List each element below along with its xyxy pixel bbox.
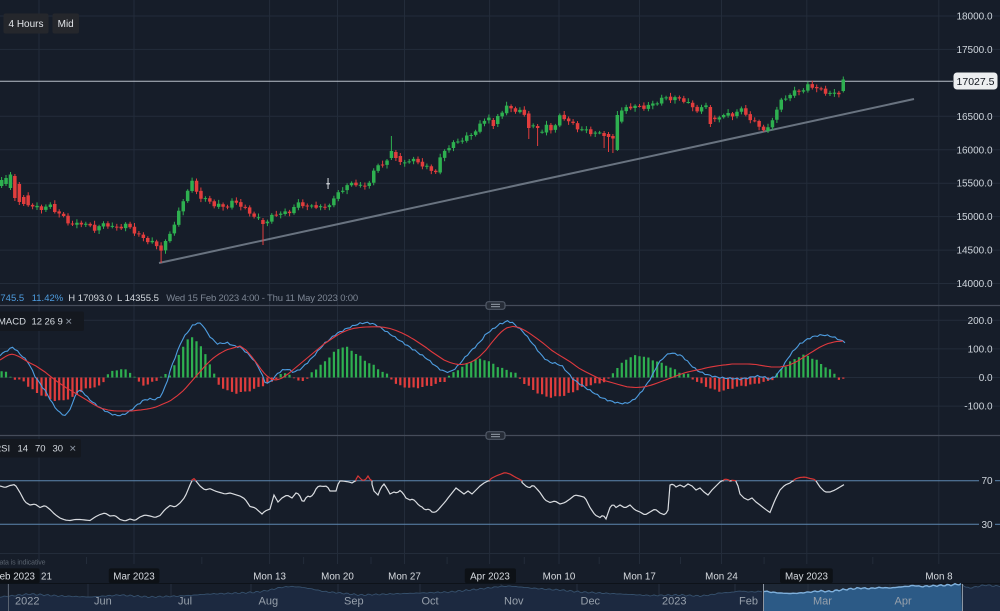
- svg-text:Mar: Mar: [813, 596, 832, 608]
- svg-text:Mon 24: Mon 24: [705, 571, 738, 582]
- svg-text:Mid: Mid: [58, 19, 74, 30]
- svg-text:Mon 8: Mon 8: [925, 571, 953, 582]
- svg-text:16745.5: 16745.5: [0, 293, 24, 304]
- svg-text:16500.0: 16500.0: [956, 112, 993, 123]
- svg-text:RSI: RSI: [0, 444, 10, 455]
- svg-text:70: 70: [35, 444, 46, 455]
- svg-text:70: 70: [981, 476, 993, 487]
- svg-text:L 14355.5: L 14355.5: [117, 293, 159, 304]
- svg-text:May 2023: May 2023: [785, 571, 829, 582]
- svg-text:Mon 13: Mon 13: [253, 571, 286, 582]
- svg-text:4 Hours: 4 Hours: [8, 19, 43, 30]
- svg-text:Wed 15 Feb 2023 4:00 - Thu 11: Wed 15 Feb 2023 4:00 - Thu 11 May 2023 0…: [166, 293, 358, 304]
- svg-text:Jul: Jul: [178, 596, 192, 608]
- svg-text:Oct: Oct: [422, 596, 439, 608]
- svg-text:17027.5: 17027.5: [957, 76, 995, 88]
- svg-text:26: 26: [45, 317, 56, 328]
- svg-text:Feb: Feb: [739, 596, 758, 608]
- svg-text:30: 30: [981, 520, 993, 531]
- svg-text:17500.0: 17500.0: [956, 45, 993, 56]
- svg-text:14000.0: 14000.0: [956, 279, 993, 290]
- svg-text:Apr: Apr: [895, 596, 912, 608]
- svg-text:Feb 2023: Feb 2023: [0, 571, 36, 582]
- svg-text:15000.0: 15000.0: [956, 212, 993, 223]
- svg-text:12: 12: [32, 317, 43, 328]
- svg-text:Mon 17: Mon 17: [623, 571, 656, 582]
- svg-text:Mon 20: Mon 20: [321, 571, 354, 582]
- svg-text:H 17093.0: H 17093.0: [68, 293, 112, 304]
- svg-text:21: 21: [41, 571, 52, 582]
- svg-text:14: 14: [18, 444, 29, 455]
- svg-text:18000.0: 18000.0: [956, 12, 993, 23]
- svg-text:9: 9: [58, 317, 63, 328]
- svg-text:Jun: Jun: [94, 596, 112, 608]
- svg-text:MACD: MACD: [0, 317, 26, 328]
- svg-text:14500.0: 14500.0: [956, 246, 993, 257]
- svg-text:Aug: Aug: [259, 596, 279, 608]
- svg-text:Mon 10: Mon 10: [543, 571, 576, 582]
- svg-text:Data is indicative: Data is indicative: [0, 560, 46, 567]
- svg-text:2022: 2022: [15, 596, 39, 608]
- svg-text:-100.0: -100.0: [964, 402, 993, 413]
- svg-text:Sep: Sep: [344, 596, 364, 608]
- svg-text:Mon 27: Mon 27: [388, 571, 421, 582]
- svg-text:0.0: 0.0: [979, 373, 993, 384]
- svg-text:✕: ✕: [65, 317, 73, 327]
- svg-text:Apr 2023: Apr 2023: [470, 571, 510, 582]
- svg-text:Nov: Nov: [504, 596, 524, 608]
- svg-text:11.42%: 11.42%: [32, 293, 64, 304]
- svg-text:2023: 2023: [662, 596, 686, 608]
- svg-text:16000.0: 16000.0: [956, 145, 993, 156]
- svg-text:Dec: Dec: [581, 596, 601, 608]
- svg-text:30: 30: [53, 444, 64, 455]
- svg-text:100.0: 100.0: [968, 344, 993, 355]
- svg-text:15500.0: 15500.0: [956, 179, 993, 190]
- svg-text:200.0: 200.0: [968, 316, 993, 327]
- svg-text:✕: ✕: [69, 444, 77, 454]
- svg-text:Mar 2023: Mar 2023: [113, 571, 155, 582]
